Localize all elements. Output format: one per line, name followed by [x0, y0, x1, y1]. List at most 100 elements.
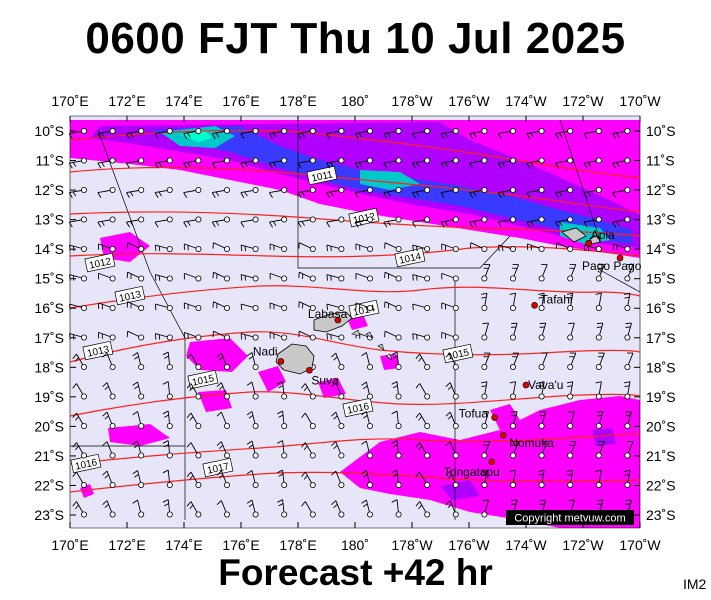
lon-label-top: 170˚E: [51, 93, 88, 109]
wind-barb: [240, 274, 259, 282]
wind-barb: [186, 353, 202, 370]
isobar-label: 1016: [70, 453, 102, 474]
wind-barb: [509, 322, 518, 341]
wind-barb: [269, 302, 288, 311]
lat-label-right: 12˚S: [646, 182, 676, 198]
wind-barb: [445, 470, 459, 488]
wind-barb: [183, 216, 202, 228]
wind-barb: [445, 382, 459, 400]
wind-barb: [526, 127, 545, 139]
wind-barb: [440, 157, 459, 169]
wind-barb: [162, 499, 173, 518]
wind-barb: [497, 157, 516, 169]
wind-barb: [183, 243, 202, 252]
wind-barb: [481, 411, 489, 429]
wind-barb: [211, 216, 230, 228]
wind-barb: [269, 127, 288, 139]
wind-barb: [509, 469, 517, 488]
wind-barb: [126, 157, 145, 169]
wind-barb: [412, 303, 431, 311]
lat-label-right: 16˚S: [646, 300, 676, 316]
wind-barb: [612, 216, 631, 228]
wind-barb: [391, 469, 402, 488]
wind-barb: [481, 441, 491, 459]
wind-barb: [383, 186, 402, 198]
wind-barb: [277, 410, 288, 429]
wind-barb: [469, 216, 488, 228]
wind-barb: [301, 383, 316, 400]
lat-label-left: 12˚S: [34, 182, 64, 198]
wind-barb: [297, 186, 316, 198]
wind-barb: [415, 383, 431, 400]
place-tafahi: Tafahi: [531, 292, 573, 309]
wind-barb: [154, 333, 173, 341]
wind-barb: [326, 244, 345, 252]
wind-barb: [97, 216, 116, 228]
place-label: Tofua: [459, 407, 489, 421]
wind-barb: [624, 381, 631, 400]
wind-barb: [269, 216, 288, 228]
lat-label-left: 14˚S: [34, 241, 64, 257]
wind-barb: [154, 244, 173, 252]
lon-label-bottom: 170˚W: [619, 537, 661, 553]
svg-text:1015: 1015: [191, 373, 215, 388]
wind-barb: [154, 157, 173, 169]
wind-barb: [69, 303, 88, 311]
lon-label-top: 178˚W: [391, 93, 433, 109]
lat-label-left: 15˚S: [34, 271, 64, 287]
lon-label-bottom: 178˚W: [391, 537, 433, 553]
place-tongatapu: Tongatapu: [444, 458, 500, 479]
wind-barb: [415, 412, 431, 429]
wind-barb: [383, 216, 402, 228]
wind-barb: [415, 353, 431, 370]
wind-barb: [555, 157, 574, 169]
place-suva: Suva: [306, 366, 339, 387]
wind-barb: [68, 157, 88, 169]
wind-barb: [538, 381, 545, 400]
wind-barb: [384, 271, 402, 282]
map-title: 0600 FJT Thu 10 Jul 2025: [85, 14, 626, 63]
lat-label-right: 14˚S: [646, 241, 676, 257]
wind-barb: [326, 274, 345, 282]
place-tofua: Tofua: [459, 407, 498, 421]
wind-barb: [297, 127, 316, 139]
place-pago-pago: Pago Pago: [582, 254, 642, 273]
wind-barb: [595, 264, 605, 282]
wind-barb: [440, 216, 459, 228]
wind-barb: [445, 411, 459, 429]
lon-label-top: 180˚: [341, 93, 369, 109]
wind-barb: [331, 382, 345, 400]
wind-barb: [384, 242, 402, 252]
wind-barb: [246, 440, 259, 459]
place-label: Suva: [311, 373, 339, 387]
wind-barb: [154, 186, 173, 198]
wind-barb: [361, 381, 373, 400]
wind-barb: [354, 157, 373, 169]
wind-barb: [412, 244, 431, 252]
wind-barb: [331, 470, 345, 488]
wind-barb: [538, 469, 545, 488]
wind-barb: [154, 216, 173, 228]
wind-barb: [246, 352, 259, 370]
wind-barb: [211, 127, 230, 139]
wind-barb: [440, 127, 459, 139]
wind-barb: [154, 127, 173, 139]
wind-barb: [269, 186, 288, 198]
wind-barb: [301, 501, 316, 518]
lon-label-top: 170˚W: [619, 93, 661, 109]
wind-barb: [186, 442, 202, 459]
wind-barb: [595, 352, 605, 370]
place-nadi: Nadi: [253, 344, 285, 365]
lat-label-right: 18˚S: [646, 359, 676, 375]
wind-barb: [246, 381, 259, 400]
wind-barb: [383, 157, 402, 169]
wind-barb: [567, 441, 577, 459]
lon-label-top: 174˚W: [505, 93, 547, 109]
place-label: Tongatapu: [444, 465, 500, 479]
lon-label-bottom: 176˚E: [222, 537, 259, 553]
wind-barb: [126, 242, 145, 252]
wind-barb: [361, 470, 373, 488]
wind-barb: [212, 330, 230, 341]
isobar-label: 1017: [202, 457, 234, 478]
wind-barb: [246, 411, 259, 429]
